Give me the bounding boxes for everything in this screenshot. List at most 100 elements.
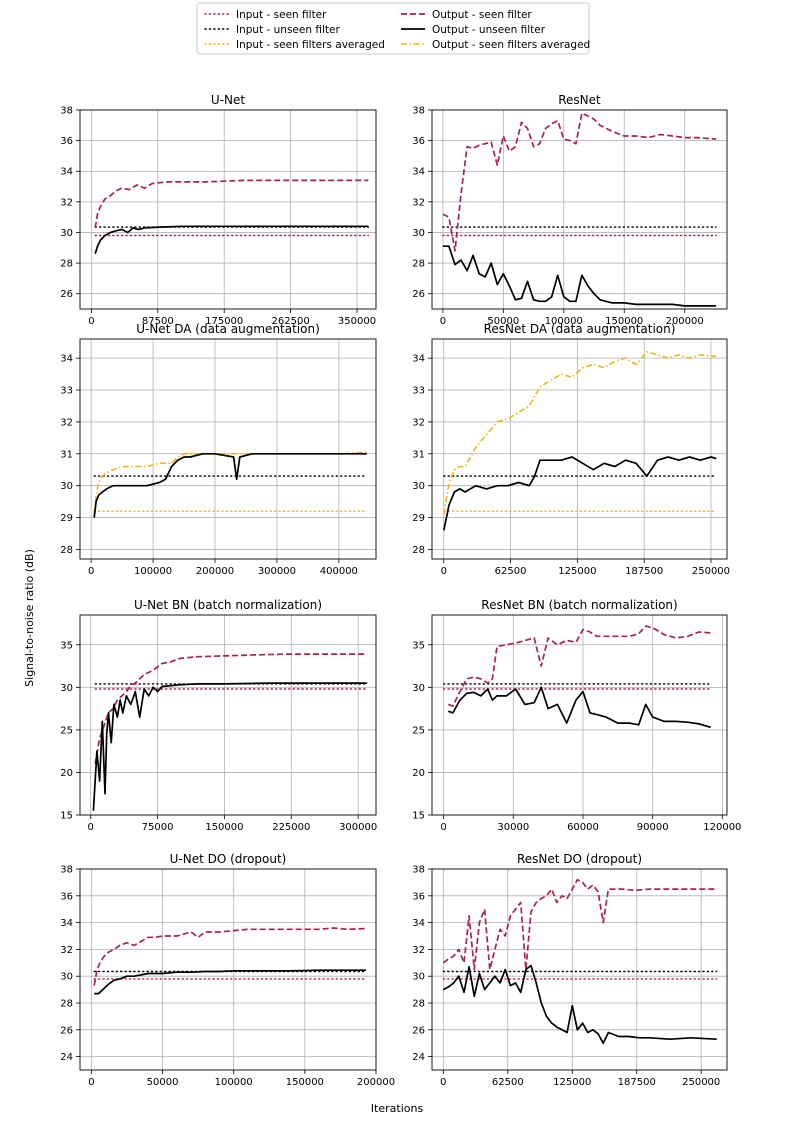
series-line xyxy=(448,625,711,707)
y-tick-label: 38 xyxy=(412,106,425,117)
x-tick-label: 62500 xyxy=(492,1077,524,1088)
y-tick-label: 26 xyxy=(60,289,73,300)
legend-label: Output - unseen filter xyxy=(432,24,546,36)
y-tick-label: 30 xyxy=(412,228,425,239)
x-tick-label: 150000 xyxy=(205,822,243,833)
legend-label: Input - unseen filter xyxy=(236,24,340,36)
x-tick-label: 0 xyxy=(88,316,94,327)
series-line xyxy=(94,179,369,229)
y-tick-label: 30 xyxy=(412,481,425,492)
y-tick-label: 29 xyxy=(60,513,73,524)
y-tick-label: 38 xyxy=(412,865,425,876)
y-axis-label: Signal-to-noise ratio (dB) xyxy=(23,549,36,687)
x-tick-label: 350000 xyxy=(338,316,376,327)
x-tick-label: 75000 xyxy=(142,822,174,833)
plot-area xyxy=(432,339,727,559)
y-tick-label: 25 xyxy=(412,725,425,736)
y-tick-label: 30 xyxy=(412,972,425,983)
plot-frame xyxy=(431,338,728,560)
series-line xyxy=(448,686,711,729)
plot-frame xyxy=(431,614,728,816)
chart-title: U-Net xyxy=(211,93,245,107)
x-tick-label: 0 xyxy=(440,822,446,833)
plot-frame xyxy=(79,614,377,816)
x-tick-label: 200000 xyxy=(666,316,704,327)
x-tick-label: 150000 xyxy=(605,316,643,327)
x-tick-label: 0 xyxy=(88,822,94,833)
y-tick-label: 29 xyxy=(412,513,425,524)
y-tick-label: 15 xyxy=(412,811,425,822)
plot-frame xyxy=(431,109,728,310)
y-tick-label: 30 xyxy=(60,228,73,239)
y-tick-label: 26 xyxy=(412,1025,425,1036)
legend-entry: Output - seen filter xyxy=(401,9,532,21)
y-tick-label: 28 xyxy=(412,545,425,556)
x-tick-label: 250000 xyxy=(692,566,730,577)
legend-entry: Output - seen filters averaged xyxy=(401,39,590,51)
y-tick-label: 26 xyxy=(412,289,425,300)
y-tick-label: 32 xyxy=(60,197,73,208)
x-tick-label: 0 xyxy=(88,566,94,577)
x-tick-label: 400000 xyxy=(320,566,358,577)
x-axis-label: Iterations xyxy=(371,1102,424,1115)
x-tick-label: 200000 xyxy=(357,1077,395,1088)
chart-title: ResNet xyxy=(558,93,601,107)
chart-title: ResNet DA (data augmentation) xyxy=(484,322,676,336)
x-tick-label: 62500 xyxy=(495,566,527,577)
plot-frame xyxy=(79,338,377,560)
x-tick-label: 100000 xyxy=(545,316,583,327)
y-tick-label: 28 xyxy=(60,259,73,270)
x-tick-label: 0 xyxy=(440,1077,446,1088)
plot-frame xyxy=(431,868,728,1071)
chart-title: U-Net DA (data augmentation) xyxy=(136,322,320,336)
x-tick-label: 225000 xyxy=(272,822,310,833)
y-tick-label: 36 xyxy=(412,136,425,147)
y-tick-label: 24 xyxy=(412,1052,425,1063)
y-tick-label: 32 xyxy=(60,945,73,956)
chart-panel: 0 100000 200000 300000 400000 28 29 30 31 32 33 34 U… xyxy=(60,322,377,577)
y-tick-label: 15 xyxy=(60,811,73,822)
y-tick-label: 32 xyxy=(412,945,425,956)
plot-area xyxy=(432,615,727,815)
chart-panel: 0 75000 150000 225000 300000 15 20 25 30 35 U-Net … xyxy=(60,598,377,833)
x-tick-label: 120000 xyxy=(703,822,741,833)
legend-label: Output - seen filters averaged xyxy=(432,39,590,51)
x-tick-label: 100000 xyxy=(215,1077,253,1088)
legend-entry: Input - seen filter xyxy=(204,9,327,21)
y-tick-label: 32 xyxy=(60,417,73,428)
x-tick-label: 125000 xyxy=(553,1077,591,1088)
chart-panel: 0 30000 60000 90000 120000 15 20 25 30 35 ResNet B… xyxy=(412,598,741,833)
series-line xyxy=(94,225,369,255)
x-tick-label: 100000 xyxy=(134,566,172,577)
y-tick-label: 36 xyxy=(60,891,73,902)
y-tick-label: 34 xyxy=(412,918,425,929)
x-tick-label: 187500 xyxy=(625,566,663,577)
series-line xyxy=(93,451,367,515)
panels: 0 87500 175000 262500 35000026283032343638U-… xyxy=(60,93,741,1088)
y-tick-label: 30 xyxy=(60,683,73,694)
series-line xyxy=(443,350,717,515)
series-line xyxy=(442,964,717,1045)
y-tick-label: 38 xyxy=(60,865,73,876)
chart-title: U-Net DO (dropout) xyxy=(170,852,287,866)
y-tick-label: 28 xyxy=(412,999,425,1010)
plot-area xyxy=(80,110,376,309)
y-tick-label: 34 xyxy=(412,354,425,365)
y-tick-label: 28 xyxy=(412,259,425,270)
series-line xyxy=(442,456,717,531)
x-tick-label: 300000 xyxy=(339,822,377,833)
plot-area xyxy=(80,615,376,815)
series-line xyxy=(94,969,366,995)
y-tick-label: 35 xyxy=(60,640,73,651)
chart-panel: 0 50000 100000 150000 200000 26 28 30 32 34 36 38 Re… xyxy=(412,93,728,327)
x-tick-label: 300000 xyxy=(258,566,296,577)
y-tick-label: 34 xyxy=(60,354,73,365)
legend-frame xyxy=(196,2,590,55)
y-tick-label: 34 xyxy=(60,918,73,929)
chart-panel: 0 87500 175000 262500 350000 26 28 30 32 34 36 38 U-… xyxy=(60,93,377,327)
series-line xyxy=(94,653,368,765)
y-tick-label: 30 xyxy=(60,972,73,983)
y-tick-label: 30 xyxy=(60,481,73,492)
chart-panel: 0 50000 100000 150000 200000 24 26 28 30 32 34 36 38… xyxy=(60,852,395,1088)
